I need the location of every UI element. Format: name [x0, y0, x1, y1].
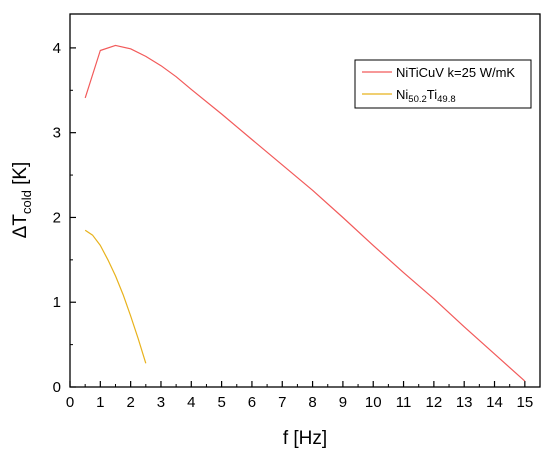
- x-tick-label-15: 15: [516, 394, 533, 411]
- series-lines: [84, 44, 526, 382]
- y-axis-title-unit: [K]: [10, 162, 31, 191]
- legend-label-series-2-main: Ni: [396, 87, 408, 102]
- x-tick-label-10: 10: [365, 394, 382, 411]
- legend-label-series-1-text: NiTiCuV k=25 W/mK: [396, 65, 515, 80]
- x-axis-title: f [Hz]: [283, 428, 327, 449]
- y-axis-title: ΔTcold [K]: [10, 162, 34, 239]
- legend-label-series-1: NiTiCuV k=25 W/mK: [396, 65, 515, 80]
- x-tick-label-2: 2: [126, 394, 134, 411]
- x-tick-label-4: 4: [187, 394, 195, 411]
- y-tick-label-3: 3: [53, 125, 61, 142]
- x-tick-label-9: 9: [339, 394, 347, 411]
- y-axis-title-sub: cold: [19, 190, 34, 214]
- x-tick-label-12: 12: [426, 394, 443, 411]
- x-tick-label-5: 5: [217, 394, 225, 411]
- plot-frame: [69, 13, 541, 388]
- x-tick-label-0: 0: [66, 394, 74, 411]
- x-tick-label-13: 13: [456, 394, 473, 411]
- legend-label-series-2-mid: Ti: [427, 87, 437, 102]
- x-tick-label-1: 1: [96, 394, 104, 411]
- x-tick-label-6: 6: [248, 394, 256, 411]
- legend-box: [354, 59, 532, 109]
- x-tick-label-8: 8: [308, 394, 316, 411]
- series-line-2: [84, 229, 147, 364]
- legend-label-series-2: Ni50.2Ti49.8: [396, 87, 456, 105]
- x-tick-label-11: 11: [396, 394, 412, 411]
- legend-label-series-2-sub1: 50.2: [408, 94, 427, 105]
- legend-label-series-2-sub2: 49.8: [437, 94, 456, 105]
- y-tick-label-1: 1: [53, 294, 61, 311]
- y-tick-label-4: 4: [53, 40, 61, 57]
- y-axis-title-main: ΔT: [10, 214, 31, 239]
- legend: NiTiCuV k=25 W/mK Ni50.2Ti49.8: [354, 59, 532, 109]
- y-tick-label-0: 0: [53, 379, 61, 396]
- x-tick-label-7: 7: [278, 394, 286, 411]
- y-tick-label-2: 2: [53, 209, 61, 226]
- series-line-1: [84, 44, 526, 382]
- x-tick-label-14: 14: [486, 394, 503, 411]
- x-tick-label-3: 3: [157, 394, 165, 411]
